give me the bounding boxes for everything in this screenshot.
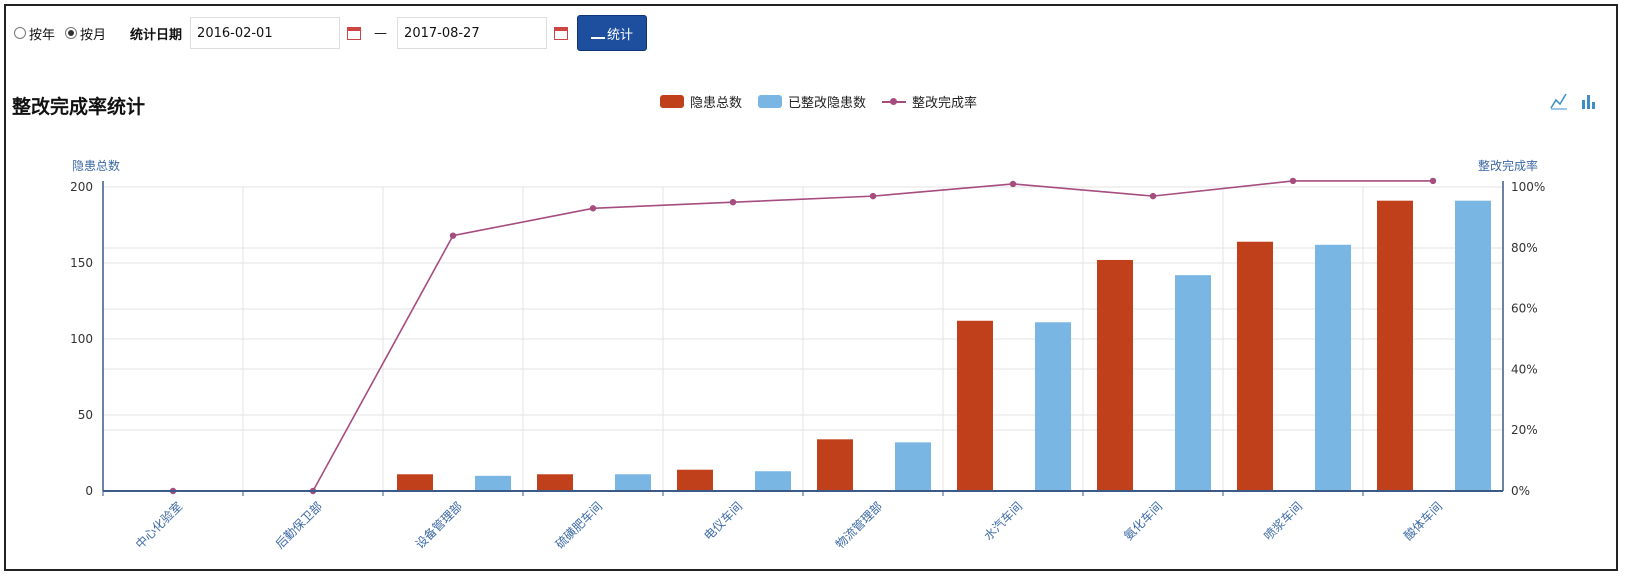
calendar-icon[interactable] [554,27,569,40]
filter-toolbar: 按年 按月 统计日期 2016-02-01 — 2017-08-27 统计 [14,14,648,52]
line-chart-icon[interactable] [1550,92,1568,110]
end-date-value: 2017-08-27 [404,25,480,41]
legend-label: 已整改隐患数 [788,96,867,111]
legend-item-fixed[interactable]: 已整改隐患数 [758,92,866,111]
chart-toolbox [1550,92,1598,110]
legend-label: 隐患总数 [690,96,743,111]
statistics-button-label: 统计 [607,27,634,43]
chart-panel [4,4,1618,571]
chart-legend: 隐患总数 已整改隐患数 整改完成率 [660,92,993,111]
radio-by-year[interactable]: 按年 [14,24,55,43]
date-range-label: 统计日期 [130,27,183,43]
end-date-input[interactable]: 2017-08-27 [397,17,569,49]
legend-item-rate[interactable]: 整改完成率 [882,92,977,111]
legend-item-total[interactable]: 隐患总数 [660,92,742,111]
legend-label: 整改完成率 [912,96,978,111]
calendar-icon[interactable] [347,27,362,40]
date-separator: — [374,25,388,41]
radio-by-month[interactable]: 按月 [65,24,106,43]
bar-chart-icon [591,27,606,39]
radio-selected-icon [65,27,78,39]
statistics-button[interactable]: 统计 [577,15,648,51]
start-date-value: 2016-02-01 [197,25,273,41]
radio-by-year-label: 按年 [29,27,56,43]
radio-by-month-label: 按月 [80,27,107,43]
legend-swatch [660,95,684,108]
legend-swatch [758,95,783,108]
radio-circle-icon [14,27,26,39]
bar-chart-icon[interactable] [1580,92,1598,110]
start-date-input[interactable]: 2016-02-01 [190,17,362,49]
legend-line-swatch [882,95,907,108]
chart-title: 整改完成率统计 [12,96,146,118]
